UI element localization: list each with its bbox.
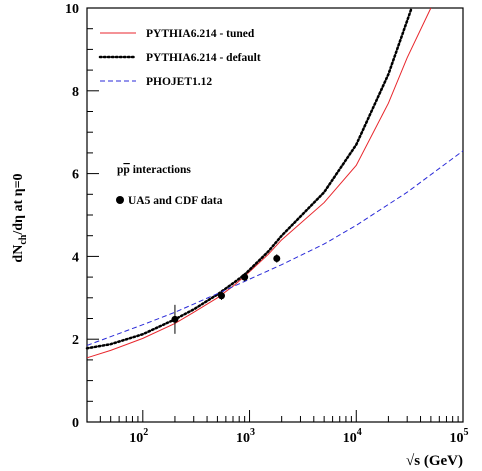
y-tick-labels: 0 2 4 6 8 10: [65, 2, 79, 431]
y-tick-label: 4: [72, 250, 79, 265]
minor-ticks: [86, 7, 464, 423]
data-legend-label: UA5 and CDF data: [128, 195, 223, 207]
data-point: [241, 273, 249, 281]
legend-label-0: PYTHIA6.214 - tuned: [146, 28, 255, 40]
y-axis-title: dNch/dη at η=0: [11, 173, 29, 262]
series-line-1: [85, 6, 413, 350]
x-tick-label: 103: [236, 427, 255, 446]
process-bar: p: [123, 164, 129, 176]
process-suffix: interactions: [130, 164, 192, 176]
process-prefix: p: [117, 164, 123, 176]
x-tick-labels: 102 103 104 105: [129, 427, 468, 446]
data-point: [217, 292, 225, 300]
x-tick-label: 104: [343, 427, 362, 446]
process-annotation: pp interactions: [117, 164, 191, 176]
plot-frame: [86, 7, 464, 423]
y-tick-label: 0: [72, 416, 79, 431]
y-tick-label: 6: [72, 168, 79, 183]
y-title-rest: /dη at η=0: [11, 173, 26, 235]
y-title-main: dN: [11, 245, 26, 263]
x-axis-title: √s (GeV): [406, 453, 463, 469]
y-tick-label: 10: [65, 2, 79, 17]
series-group: [85, 6, 464, 359]
x-tick-label: 105: [450, 427, 469, 446]
y-tick-label: 8: [72, 85, 79, 100]
data-point: [171, 315, 179, 323]
data-points-group: [171, 254, 281, 334]
data-marker-legend-icon: [116, 196, 124, 204]
series-line-2: [86, 150, 464, 346]
legend-label-1: PYTHIA6.214 - default: [146, 52, 261, 64]
legend: PYTHIA6.214 - tuned PYTHIA6.214 - default…: [98, 28, 261, 88]
x-tick-label: 102: [129, 427, 148, 446]
legend-label-2: PHOJET1.12: [146, 76, 212, 88]
data-point: [273, 254, 281, 262]
y-title-sub: ch: [18, 234, 29, 244]
y-tick-label: 2: [72, 333, 79, 348]
